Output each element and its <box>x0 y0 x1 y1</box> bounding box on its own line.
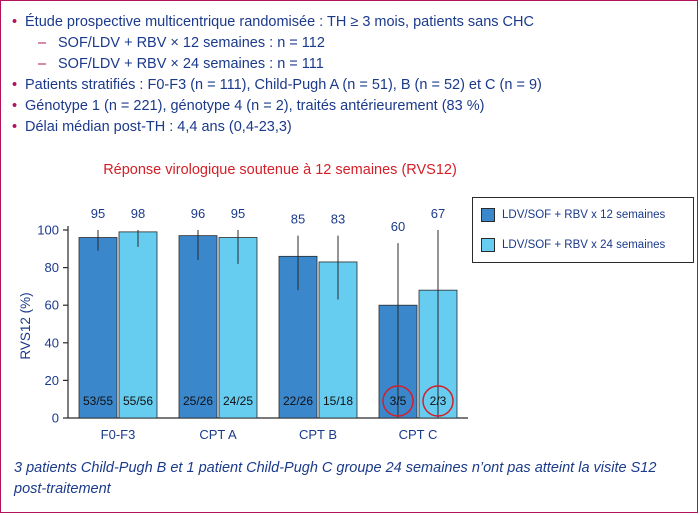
data-label: 67 <box>431 206 445 221</box>
fraction-label: 55/56 <box>123 394 153 408</box>
y-tick-label: 100 <box>37 223 59 238</box>
bar <box>218 237 258 419</box>
x-tick-label: F0-F3 <box>101 427 136 442</box>
y-tick-label: 0 <box>52 411 59 426</box>
chart-legend: LDV/SOF + RBV x 12 semaines LDV/SOF + RB… <box>472 197 694 263</box>
legend-item-12-weeks: LDV/SOF + RBV x 12 semaines <box>481 207 665 223</box>
legend-swatch-12-weeks <box>481 208 495 222</box>
data-label: 83 <box>331 212 345 227</box>
bullet-text: Étude prospective multicentrique randomi… <box>25 14 534 30</box>
bullet-text: Génotype 1 (n = 221), génotype 4 (n = 2)… <box>25 98 485 114</box>
y-tick-label: 40 <box>45 335 59 350</box>
bullet-dot-icon: • <box>12 98 18 114</box>
bullet-text: Délai médian post-TH : 4,4 ans (0,4-23,3… <box>25 119 292 135</box>
footnote: 3 patients Child-Pugh B et 1 patient Chi… <box>14 460 657 497</box>
x-tick-label: CPT C <box>399 427 438 442</box>
dash-icon: – <box>38 35 47 51</box>
x-tick-label: CPT B <box>299 427 337 442</box>
bullet-list: • Étude prospective multicentrique random… <box>12 12 542 138</box>
bullet-dot-icon: • <box>12 119 18 135</box>
data-label: 60 <box>391 219 405 234</box>
bullet-study-design: • Étude prospective multicentrique random… <box>12 12 542 33</box>
data-label: 98 <box>131 206 145 221</box>
data-label: 95 <box>231 206 245 221</box>
legend-item-24-weeks: LDV/SOF + RBV x 24 semaines <box>481 237 665 253</box>
sub-bullet-text: SOF/LDV + RBV × 12 semaines : n = 112 <box>58 35 325 51</box>
bar <box>78 237 118 419</box>
x-tick-label: CPT A <box>199 427 237 442</box>
bar <box>178 235 218 419</box>
y-tick-label: 60 <box>45 298 59 313</box>
sub-bullet-24-weeks: – SOF/LDV + RBV × 24 semaines : n = 111 <box>12 54 542 75</box>
bullet-dot-icon: • <box>12 77 18 93</box>
y-axis-label: RVS12 (%) <box>18 292 33 359</box>
fraction-label: 22/26 <box>283 394 313 408</box>
bullet-stratification: • Patients stratifiés : F0-F3 (n = 111), … <box>12 75 542 96</box>
bar <box>118 231 158 419</box>
legend-label-12-weeks: LDV/SOF + RBV x 12 semaines <box>502 209 666 221</box>
y-tick-label: 80 <box>45 260 59 275</box>
sub-bullet-text: SOF/LDV + RBV × 24 semaines : n = 111 <box>58 56 324 72</box>
fraction-label: 24/25 <box>223 394 253 408</box>
bullet-text: Patients stratifiés : F0-F3 (n = 111), C… <box>25 77 542 93</box>
fraction-label: 25/26 <box>183 394 213 408</box>
highlight-circle <box>382 385 414 417</box>
chart-title: Réponse virologique soutenue à 12 semain… <box>103 162 457 178</box>
fraction-label: 2/3 <box>430 394 447 408</box>
fraction-label: 3/5 <box>390 394 407 408</box>
sub-bullet-12-weeks: – SOF/LDV + RBV × 12 semaines : n = 112 <box>12 33 542 54</box>
highlight-circle <box>422 385 454 417</box>
data-label: 96 <box>191 206 205 221</box>
bullet-dot-icon: • <box>12 14 18 30</box>
bullet-delay: • Délai médian post-TH : 4,4 ans (0,4-23,… <box>12 117 542 138</box>
bullet-genotype: • Génotype 1 (n = 221), génotype 4 (n = 2… <box>12 96 542 117</box>
y-tick-label: 20 <box>45 373 59 388</box>
data-label: 85 <box>291 212 305 227</box>
fraction-label: 15/18 <box>323 394 353 408</box>
legend-swatch-24-weeks <box>481 238 495 252</box>
data-label: 95 <box>91 206 105 221</box>
fraction-label: 53/55 <box>83 394 113 408</box>
legend-label-24-weeks: LDV/SOF + RBV x 24 semaines <box>502 239 666 251</box>
dash-icon: – <box>38 56 47 72</box>
